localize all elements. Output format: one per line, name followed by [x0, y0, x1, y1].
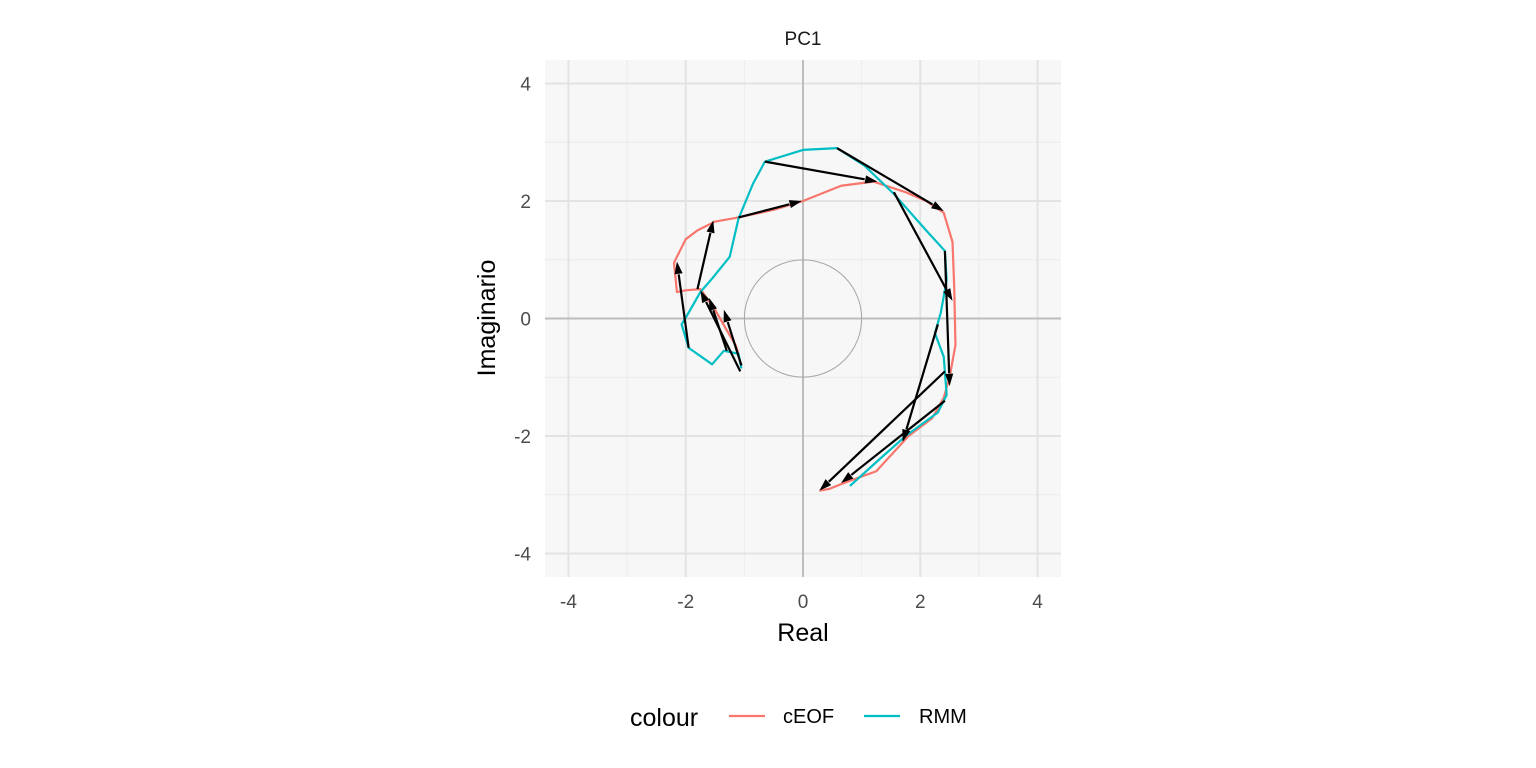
legend-label-ceof: cEOF	[783, 706, 834, 728]
arrow-head	[841, 472, 854, 483]
arrow-head	[864, 175, 878, 184]
x-tick-label: -2	[677, 592, 694, 613]
legend: colour cEOF RMM	[630, 704, 967, 732]
series-line-ceof	[672, 180, 957, 492]
arrow-shaft	[726, 321, 743, 366]
y-tick-label: 2	[520, 192, 531, 213]
zero-axes-lines	[545, 60, 1061, 577]
arrow-shaft	[712, 309, 728, 352]
unit-circle	[743, 259, 863, 378]
x-tick-label: 4	[1032, 592, 1043, 613]
arrow-shaft	[764, 160, 865, 181]
arrow-head	[788, 200, 802, 209]
legend-label-rmm: RMM	[919, 706, 967, 728]
series-layer	[672, 147, 957, 492]
arrow-shaft	[677, 274, 690, 349]
legend-title: colour	[630, 704, 698, 732]
plot-panel	[545, 60, 1061, 577]
y-tick-label: -4	[514, 545, 531, 566]
arrow-head	[723, 309, 732, 323]
y-tick-label: -2	[514, 427, 531, 448]
x-tick-label: -4	[560, 592, 577, 613]
arrow-layer	[674, 147, 954, 491]
x-tick-label: 2	[915, 592, 926, 613]
arrow-shaft	[828, 370, 946, 483]
arrow-head	[706, 220, 715, 234]
arrow-head	[945, 373, 954, 387]
x-tick-label: 0	[798, 592, 809, 613]
arrow-shaft	[892, 191, 948, 290]
series-line-rmm	[680, 147, 948, 487]
arrow-head	[819, 479, 832, 491]
y-axis-ticks: -4 -2 0 2 4	[514, 75, 531, 566]
chart-title: PC1	[785, 29, 822, 50]
arrow-shaft	[696, 232, 712, 290]
arrow-head	[700, 290, 710, 304]
x-axis-ticks: -4 -2 0 2 4	[560, 592, 1043, 613]
y-axis-title: Imaginario	[473, 260, 501, 377]
arrow-shaft	[836, 147, 934, 206]
arrow-head	[931, 201, 944, 211]
arrow-head	[674, 261, 683, 275]
arrow-shaft	[943, 250, 951, 374]
y-tick-label: 4	[520, 75, 531, 96]
y-tick-label: 0	[520, 310, 531, 331]
arrow-shaft	[738, 203, 790, 219]
x-axis-title: Real	[777, 619, 828, 647]
arrow-head	[709, 297, 717, 311]
arrow-shaft	[905, 324, 939, 430]
arrow-shaft	[850, 399, 946, 476]
